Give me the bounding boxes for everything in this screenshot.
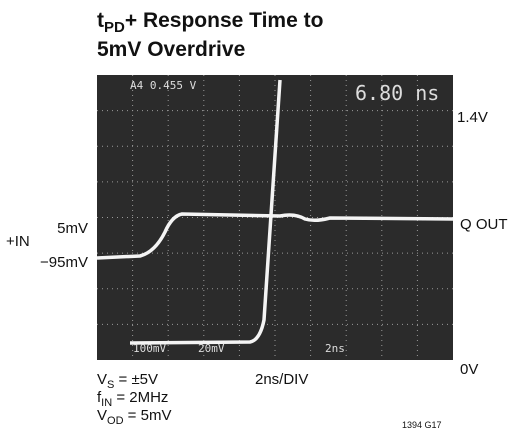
label-in: +IN [6,233,30,250]
figure-id: 1394 G17 [402,420,442,430]
condition: VOD = 5mV [97,407,171,427]
scope-readout: 20mV [198,342,225,355]
condition-symbol: V [97,371,107,388]
condition-sub: S [107,379,114,391]
time-base: 2ns/DIV [255,371,308,388]
scope-readout: 2ns [325,342,345,355]
condition-rest: = 5mV [124,407,172,424]
condition-sub: OD [107,415,124,427]
title-rest: + Response Time to [125,9,324,32]
title-t: t [97,9,104,32]
label-qout: Q OUT [460,216,508,233]
condition-rest: = ±5V [114,371,158,388]
condition-rest: = 2MHz [112,389,168,406]
condition-symbol: V [97,407,107,424]
input-trace [96,212,454,260]
label-0v: 0V [460,361,478,378]
label-1.4v: 1.4V [457,109,488,126]
condition-sub: IN [101,397,112,409]
scope-readout: A4 0.455 V [130,79,197,92]
scope-readout: 6.80 ns [355,81,439,105]
label-95mv: −95mV [40,254,88,271]
condition-symbol: f [97,389,102,406]
label-5mv: 5mV [57,220,88,237]
title: tPD+ Response Time to [97,9,323,36]
scope-readout: 100mV [133,342,166,355]
condition: fIN = 2MHz [97,389,168,409]
title-sub: PD [104,19,125,36]
title-line2: 5mV Overdrive [97,38,245,61]
condition: VS = ±5V [97,371,158,391]
output-trace [129,79,282,345]
